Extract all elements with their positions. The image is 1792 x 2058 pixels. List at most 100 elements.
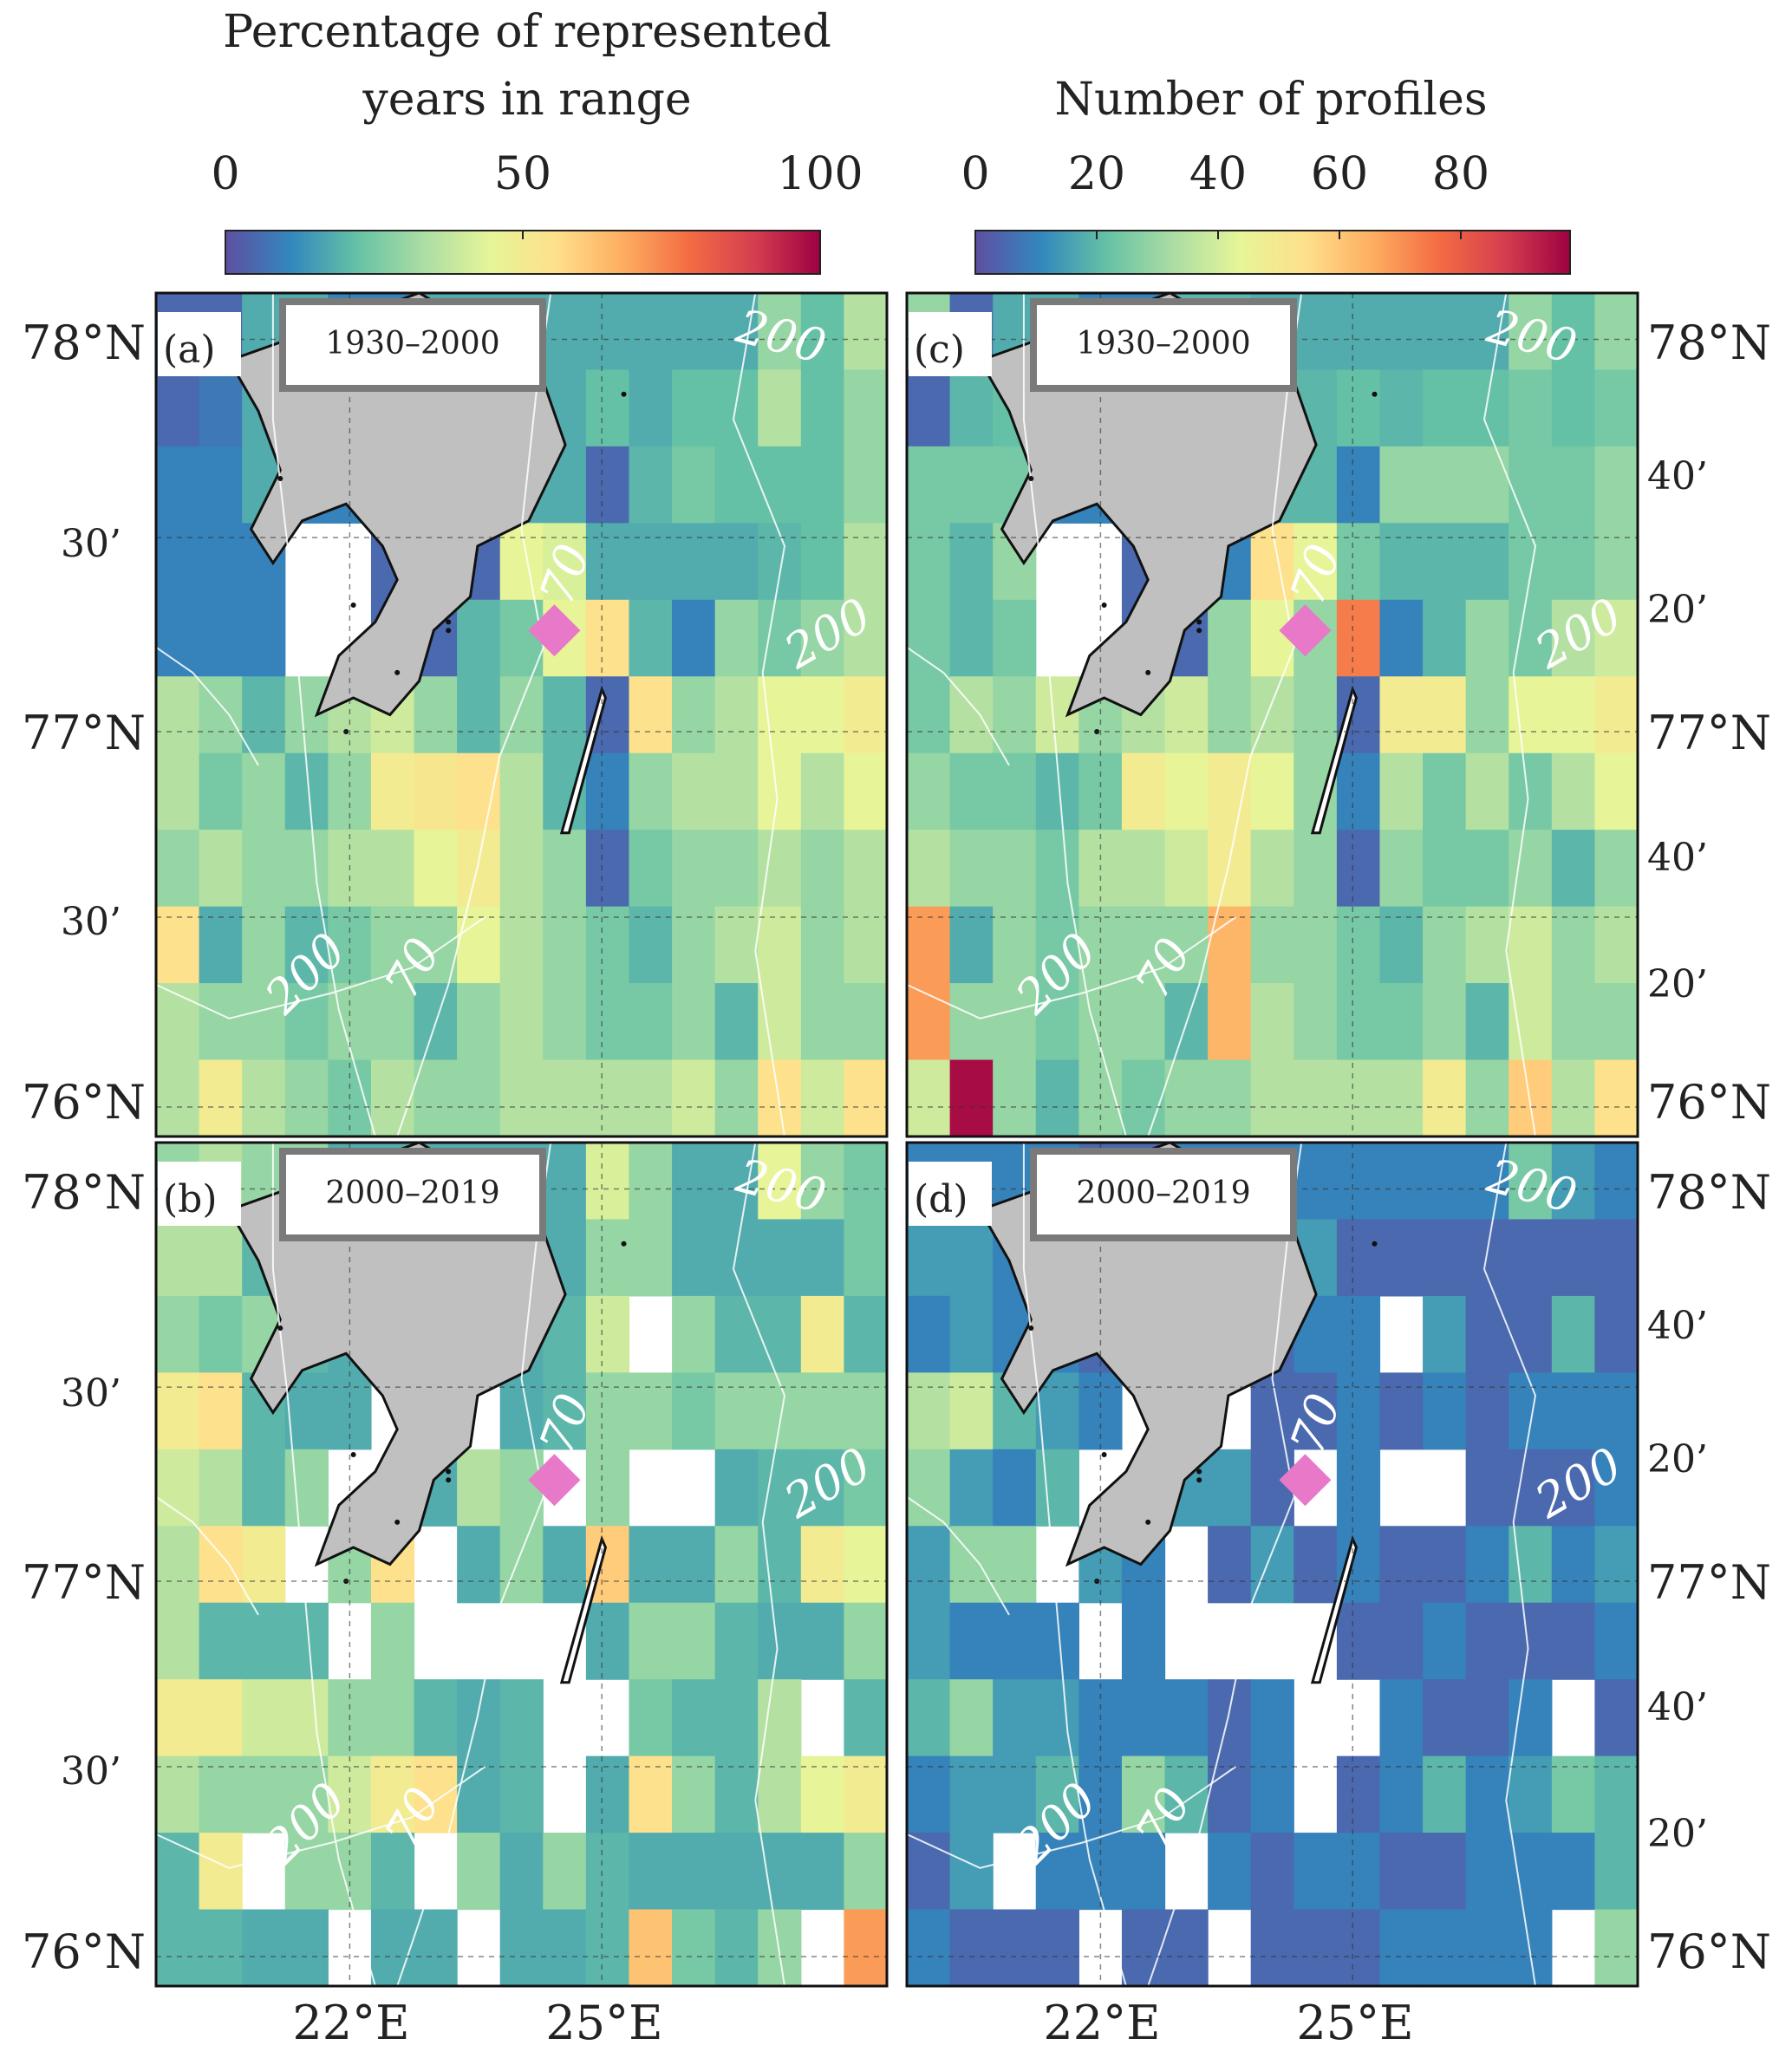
panel-a-label-bg: [158, 312, 241, 376]
grid-cell: [1509, 1602, 1553, 1680]
bathymetry-contour: [1482, 1143, 1537, 1986]
grid-cell: [1336, 523, 1381, 601]
grid-cell: [199, 446, 243, 524]
grid-cell: [370, 983, 415, 1061]
grid-cell: [629, 446, 673, 524]
grid-cell: [1594, 983, 1638, 1061]
grid-cell: [370, 1059, 415, 1136]
grid-cell: [1379, 446, 1424, 524]
panel-a-label: (a): [163, 328, 216, 372]
grid-cell: [800, 676, 845, 754]
grid-cell: [1035, 676, 1079, 754]
skerry: [1101, 1452, 1107, 1458]
grid-cell: [156, 1526, 200, 1604]
grid-cell: [907, 752, 951, 830]
grid-cell: [1379, 1909, 1424, 1986]
grid-cell: [1379, 1143, 1424, 1221]
grid-cell: [1594, 1909, 1638, 1986]
lat-label-30min-top-upper: 30’: [61, 522, 121, 566]
grid-cell: [907, 1526, 951, 1604]
grid-cell: [949, 446, 994, 524]
grid-cell: [543, 1372, 587, 1450]
grid-cell: [1551, 1219, 1596, 1297]
grid-cell: [199, 1059, 243, 1136]
grid-cell: [993, 830, 1037, 908]
grid-cell: [242, 1909, 286, 1986]
colorbar-right-tick-40: 40: [1189, 148, 1247, 200]
grid-cell: [1336, 906, 1381, 984]
grid-cell: [672, 1143, 716, 1221]
grid-cell: [199, 752, 243, 830]
grid-cell: [1336, 1909, 1381, 1986]
colorbar-left-title-line2: years in range: [362, 74, 691, 126]
grid-cell: [907, 1755, 951, 1833]
grid-cell: [993, 906, 1037, 984]
grid-cell: [1336, 446, 1381, 524]
panel-c-period-box: [1030, 298, 1297, 392]
grid-cell: [1509, 1059, 1553, 1136]
grid-cell: [1551, 446, 1596, 524]
grid-cell: [672, 1219, 716, 1297]
small-island: [1310, 1534, 1359, 1684]
island-land: [227, 293, 567, 718]
grid-cell: [672, 1602, 716, 1680]
grid-cell: [199, 1372, 243, 1450]
grid-cell: [1336, 983, 1381, 1061]
grid-cell: [672, 1755, 716, 1833]
grid-cell: [907, 983, 951, 1061]
grid-cell: [672, 1526, 716, 1604]
grid-cell: [1379, 983, 1424, 1061]
grid-cell: [242, 676, 286, 754]
grid-cell: [629, 523, 673, 601]
grid-cell: [1164, 830, 1209, 908]
grid-cell: [907, 523, 951, 601]
grid-cell: [199, 1755, 243, 1833]
island-land: [978, 1143, 1318, 1567]
grid-cell: [242, 1526, 286, 1604]
grid-cell: [1465, 1755, 1509, 1833]
grid-cell: [1551, 752, 1596, 830]
grid-cell: [499, 1372, 544, 1450]
grid-cell: [672, 293, 716, 371]
grid-cell: [993, 983, 1037, 1061]
grid-cell: [714, 752, 759, 830]
grid-cell: [543, 1143, 587, 1221]
grid-cell: [585, 830, 630, 908]
grid-cell: [284, 906, 329, 984]
grid-cell: [993, 676, 1037, 754]
grid-cell: [758, 599, 802, 677]
grid-cell: [800, 830, 845, 908]
grid-cell: [1509, 1295, 1553, 1373]
lat-label-78N-bottom: 78°N: [22, 1165, 146, 1220]
grid-cell: [457, 1679, 501, 1757]
grid-cell: [714, 1295, 759, 1373]
grid-cell: [800, 983, 845, 1061]
grid-cell: [629, 293, 673, 371]
grid-cell: [1423, 1909, 1467, 1986]
grid-cell: [1208, 906, 1252, 984]
grid-cell: [1164, 906, 1209, 984]
grid-cell: [543, 830, 587, 908]
grid-cell: [156, 1755, 200, 1833]
grid-cell: [414, 676, 458, 754]
grid-cell: [629, 599, 673, 677]
bathymetry-contour: [1147, 293, 1303, 1136]
grid-cell: [1293, 1372, 1338, 1450]
grid-cell: [1465, 1679, 1509, 1757]
grid-cell: [949, 906, 994, 984]
grid-cell: [199, 369, 243, 447]
grid-cell: [1465, 983, 1509, 1061]
grid-cell: [1594, 1755, 1638, 1833]
skerry: [1372, 1241, 1378, 1247]
grid-cell: [800, 523, 845, 601]
colorbar-right: Number of profiles 0 20 40 60 80: [961, 74, 1571, 275]
grid-cell: [1594, 676, 1638, 754]
grid-cell: [1208, 676, 1252, 754]
bathymetry-contour: [156, 1495, 259, 1616]
grid-cell: [949, 369, 994, 447]
grid-cell: [800, 906, 845, 984]
grid-cell: [199, 1449, 243, 1527]
lat-right-40min-top-lower: 40’: [1647, 836, 1708, 880]
panel-d-label-bg: [909, 1162, 992, 1226]
